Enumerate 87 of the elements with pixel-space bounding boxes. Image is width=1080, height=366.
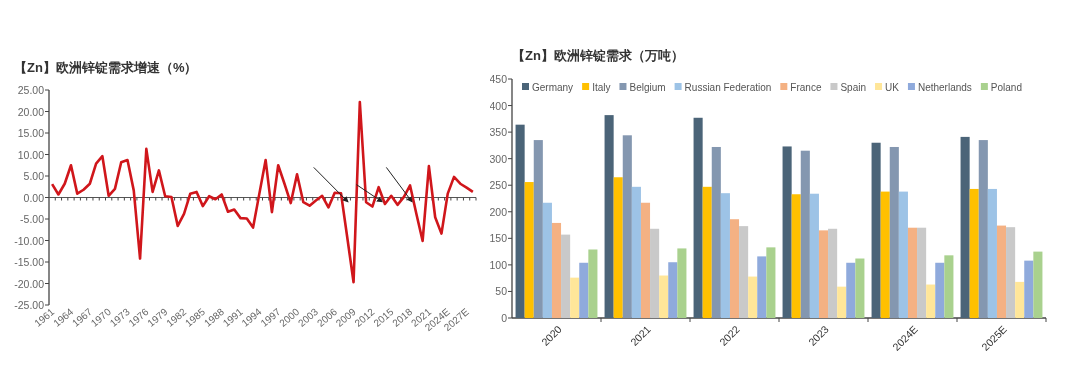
- bar: [542, 202, 552, 318]
- y-tick-label: 25.00: [17, 84, 45, 96]
- y-tick-label: 20.00: [17, 105, 45, 118]
- y-tick-label: 15.00: [17, 127, 45, 139]
- bar: [515, 124, 525, 318]
- bar: [524, 182, 534, 318]
- y-tick-label: 200: [489, 205, 508, 218]
- bar: [570, 277, 580, 318]
- bar: [917, 227, 927, 318]
- bar: [613, 177, 623, 318]
- y-tick-label: 400: [489, 99, 508, 112]
- y-tick-label: -15.00: [14, 256, 45, 268]
- bar: [969, 188, 979, 318]
- bar: [960, 136, 970, 318]
- bar: [837, 286, 847, 318]
- bar: [1015, 281, 1025, 318]
- bar: [766, 247, 776, 318]
- bar: [1006, 227, 1016, 318]
- y-tick-label: -5.00: [20, 213, 45, 225]
- y-tick-label: 250: [489, 179, 508, 192]
- bar: [711, 146, 721, 318]
- bar: [561, 234, 571, 318]
- bar: [996, 225, 1007, 318]
- legend-label: Germany: [532, 81, 574, 93]
- bar: [871, 142, 881, 318]
- legend-label: France: [790, 81, 822, 93]
- y-tick-label: 50: [495, 285, 508, 298]
- y-tick-label: 300: [489, 152, 508, 165]
- bar: [935, 262, 945, 318]
- bar: [846, 262, 856, 318]
- bar: [889, 146, 899, 318]
- y-tick-label: -20.00: [14, 277, 45, 290]
- legend-label: Netherlands: [917, 81, 972, 93]
- legend-label: Spain: [840, 81, 867, 93]
- bar: [907, 227, 918, 318]
- chart-title: 【Zn】欧洲锌锭需求增速（%）: [14, 60, 198, 75]
- bar: [880, 191, 890, 318]
- bar: [677, 248, 687, 318]
- bar: [551, 222, 562, 318]
- legend-label: Poland: [990, 81, 1022, 93]
- bar: [757, 256, 767, 318]
- bar: [604, 115, 614, 318]
- y-tick-label: -10.00: [14, 234, 45, 247]
- legend-label: Italy: [592, 81, 611, 93]
- bar: [828, 228, 838, 318]
- y-tick-label: 150: [489, 232, 508, 245]
- bar: [926, 284, 936, 318]
- bar: [987, 188, 997, 318]
- bar: [739, 226, 749, 318]
- bar: [809, 193, 819, 318]
- legend-label: Belgium: [629, 81, 666, 93]
- bar: [650, 228, 660, 318]
- bar: [791, 194, 801, 318]
- y-tick-label: -25.00: [14, 299, 45, 311]
- bar: [729, 219, 740, 318]
- y-tick-label: 450: [489, 73, 508, 85]
- legend-label: Russian Federation: [684, 81, 772, 93]
- bar: [898, 191, 908, 318]
- bar: [818, 230, 829, 318]
- bar: [640, 202, 651, 318]
- bar: [978, 140, 988, 318]
- bar: [659, 275, 669, 318]
- y-tick-label: 100: [489, 258, 508, 271]
- bar: [1033, 251, 1043, 318]
- bar: [720, 193, 730, 318]
- bar: [622, 135, 632, 318]
- bar: [631, 186, 641, 318]
- y-tick-label: 0: [501, 312, 508, 324]
- bar: [668, 262, 678, 318]
- legend-label: UK: [885, 81, 900, 93]
- bar: [1024, 260, 1034, 318]
- bar: [944, 255, 954, 318]
- bar: [748, 276, 758, 318]
- bar: [800, 150, 810, 318]
- bar: [533, 140, 543, 318]
- y-tick-label: 5.00: [23, 170, 45, 182]
- bar: [693, 117, 703, 318]
- line-series: [50, 100, 475, 284]
- bar: [782, 146, 792, 318]
- y-tick-label: 10.00: [17, 148, 45, 161]
- bar: [855, 258, 865, 318]
- bar: [579, 262, 589, 318]
- bar: [702, 186, 712, 318]
- y-tick-label: 350: [489, 126, 508, 139]
- y-tick-label: 0.00: [23, 191, 45, 204]
- bar: [588, 249, 598, 318]
- chart-title: 【Zn】欧洲锌锭需求（万吨）: [512, 48, 684, 63]
